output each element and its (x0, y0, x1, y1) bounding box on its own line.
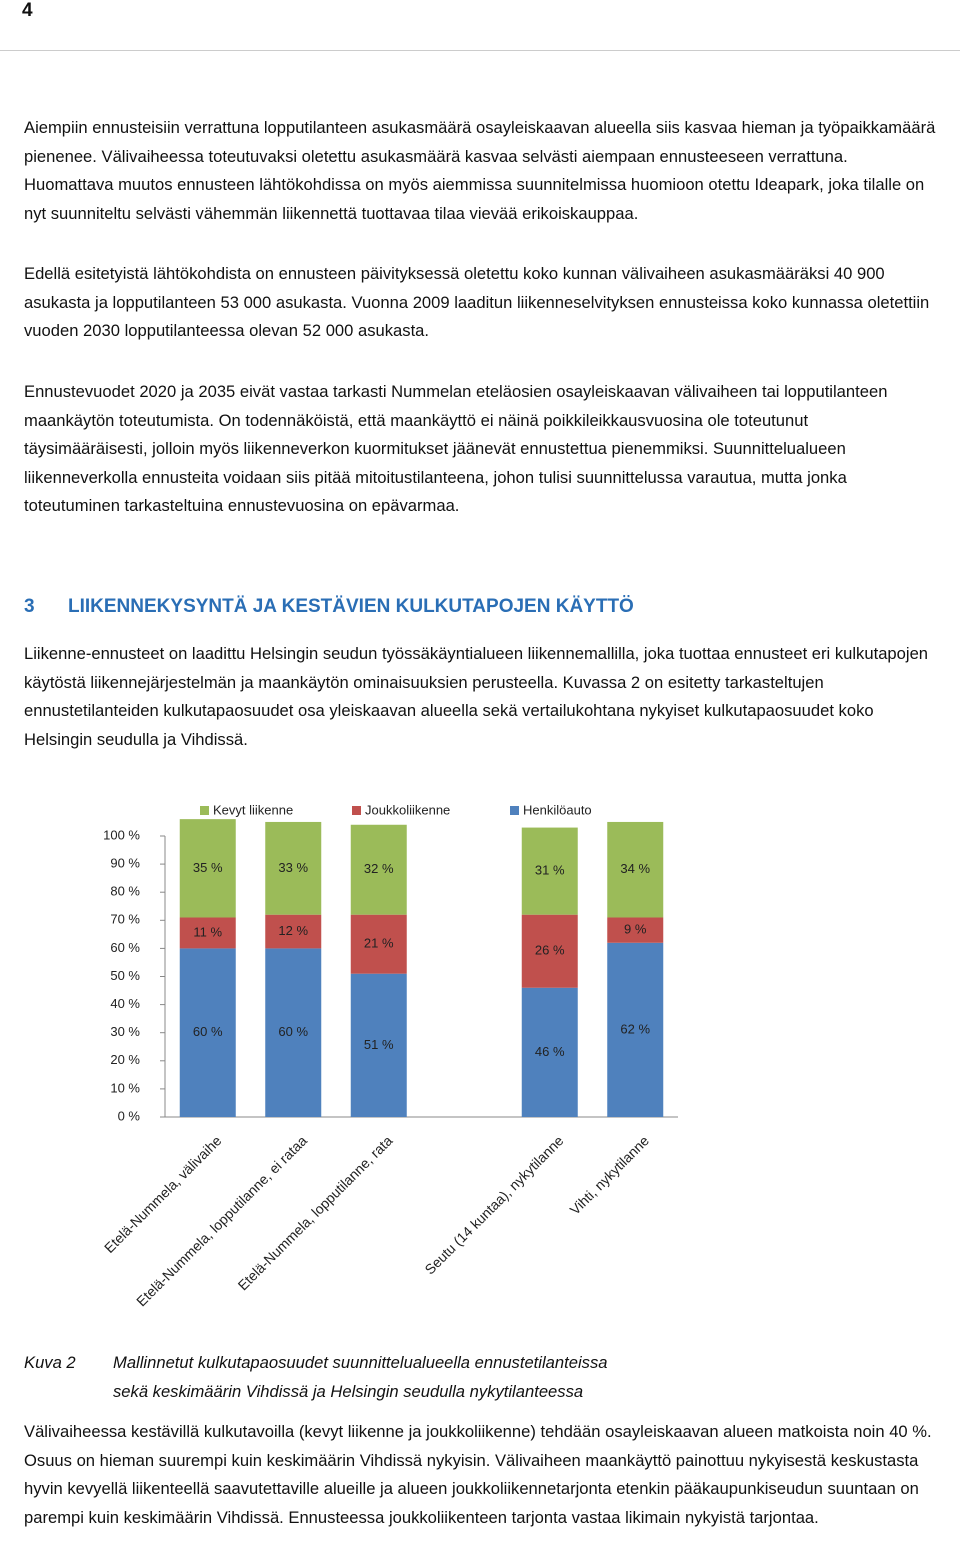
data-label: 12 % (278, 923, 308, 938)
legend-swatch (200, 806, 209, 815)
bar-segment (179, 819, 236, 918)
y-tick-label: 40 % (110, 996, 140, 1011)
caption-label: Kuva 2 (24, 1353, 76, 1372)
paragraph: Liikenne-ennusteet on laadittu Helsingin… (24, 644, 929, 749)
x-tick-label: Etelä-Nummela, lopputilanne, rata (235, 1132, 396, 1293)
legend-label: Kevyt liikenne (213, 802, 293, 817)
data-label: 33 % (278, 860, 308, 875)
paragraph: Ennustevuodet 2020 ja 2035 eivät vastaa … (24, 382, 888, 516)
legend-swatch (352, 806, 361, 815)
y-tick-label: 60 % (110, 940, 140, 955)
bar-segment (265, 914, 322, 949)
y-tick-label: 10 % (110, 1080, 140, 1095)
bar-segment (179, 948, 236, 1117)
data-label: 51 % (364, 1037, 394, 1052)
data-label: 11 % (193, 924, 222, 939)
x-tick-label: Seutu (14 kuntaa), nykytilanne (421, 1132, 566, 1277)
y-tick-label: 20 % (110, 1052, 140, 1067)
y-tick-label: 90 % (110, 856, 140, 871)
legend-swatch (510, 806, 519, 815)
y-tick-label: 70 % (110, 912, 140, 927)
page-number: 4 (22, 0, 33, 21)
data-label: 9 % (624, 922, 647, 937)
bar-segment (265, 948, 322, 1117)
data-label: 21 % (364, 936, 394, 951)
y-tick-label: 50 % (110, 968, 140, 983)
paragraph: Välivaiheessa kestävillä kulkutavoilla (… (24, 1422, 932, 1527)
section-heading: 3 LIIKENNEKYSYNTÄ JA KESTÄVIEN KULKUTAPOJ… (24, 596, 634, 618)
data-label: 60 % (278, 1024, 308, 1039)
bar-segment (607, 942, 664, 1117)
y-tick-label: 0 % (118, 1108, 141, 1123)
data-label: 60 % (193, 1024, 223, 1039)
y-tick-label: 80 % (110, 884, 140, 899)
y-tick-label: 100 % (103, 827, 140, 842)
paragraph: Edellä esitetyistä lähtökohdista on ennu… (24, 264, 930, 341)
paragraph: Aiempiin ennusteisiin verrattuna lopputi… (24, 118, 936, 223)
data-label: 62 % (620, 1021, 650, 1036)
bar-segment (350, 824, 407, 915)
y-tick-label: 30 % (110, 1024, 140, 1039)
bar-segment (607, 917, 664, 943)
heading-number: 3 (24, 596, 35, 617)
legend-label: Henkilöauto (523, 802, 592, 817)
legend-label: Joukkoliikenne (365, 802, 450, 817)
data-label: 34 % (620, 861, 650, 876)
data-label: 31 % (535, 863, 565, 878)
data-label: 35 % (193, 860, 223, 875)
bar-segment (265, 821, 322, 915)
bar-segment (521, 827, 578, 915)
x-tick-label: Etelä-Nummela, lopputilanne, ei rataa (133, 1132, 310, 1309)
data-label: 26 % (535, 943, 565, 958)
chart: 0 % 10 % 20 % 30 % 40 % 50 % 60 % 70 % 80 % 90 % 1… (101, 802, 678, 1309)
bar-segment (521, 987, 578, 1117)
header-rule (0, 50, 960, 51)
caption-line: Mallinnetut kulkutapaosuudet suunnittelu… (113, 1353, 608, 1372)
bar-segment (607, 821, 664, 918)
data-label: 46 % (535, 1044, 565, 1059)
caption-line: sekä keskimäärin Vihdissä ja Helsingin s… (113, 1382, 584, 1401)
bar-segment (350, 914, 407, 974)
x-tick-label: Vihti, nykytilanne (567, 1132, 653, 1218)
bar-segment (179, 917, 236, 949)
bar-segment (350, 973, 407, 1117)
bar-segment (521, 914, 578, 988)
data-label: 32 % (364, 861, 394, 876)
heading-title: LIIKENNEKYSYNTÄ JA KESTÄVIEN KULKUTAPOJE… (68, 596, 634, 617)
